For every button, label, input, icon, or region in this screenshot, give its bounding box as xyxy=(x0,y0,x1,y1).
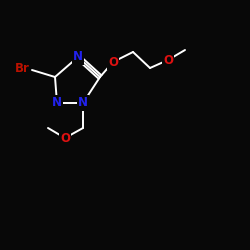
Text: Br: Br xyxy=(14,62,30,74)
Text: O: O xyxy=(163,54,173,66)
Text: O: O xyxy=(108,56,118,68)
Text: N: N xyxy=(73,50,83,64)
Text: N: N xyxy=(52,96,62,110)
Text: N: N xyxy=(78,96,88,110)
Text: O: O xyxy=(60,132,70,144)
